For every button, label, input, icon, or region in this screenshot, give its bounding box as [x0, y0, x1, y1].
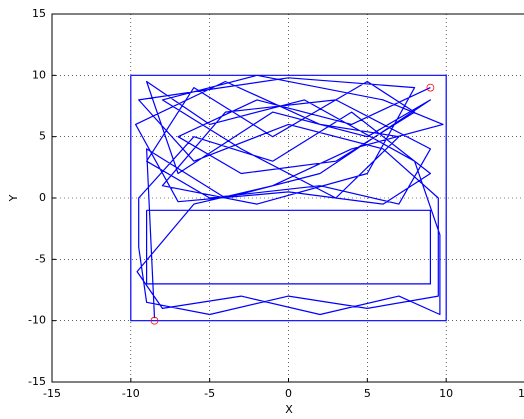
axes-box [51, 13, 524, 383]
y-tick-label: 5 [39, 130, 46, 143]
x-tick-label: -15 [43, 387, 61, 400]
x-tick-label: 15 [518, 387, 524, 400]
x-tick-label: -10 [122, 387, 140, 400]
y-tick-label: 15 [32, 7, 46, 20]
y-axis-label: Y [7, 194, 20, 202]
y-tick-label: -10 [28, 314, 46, 327]
x-tick-label: -5 [204, 387, 215, 400]
y-tick-label: 10 [32, 68, 46, 81]
y-tick-label: -15 [28, 375, 46, 388]
x-tick-label: 10 [439, 387, 453, 400]
marker [150, 316, 159, 325]
trajectory-line [130, 74, 447, 322]
x-tick-label: 5 [364, 387, 371, 400]
x-tick-label: 0 [285, 387, 292, 400]
marker [426, 83, 435, 92]
y-tick-label: 0 [39, 191, 46, 204]
y-tick-label: -5 [35, 252, 46, 265]
x-axis-label: X [285, 403, 293, 416]
